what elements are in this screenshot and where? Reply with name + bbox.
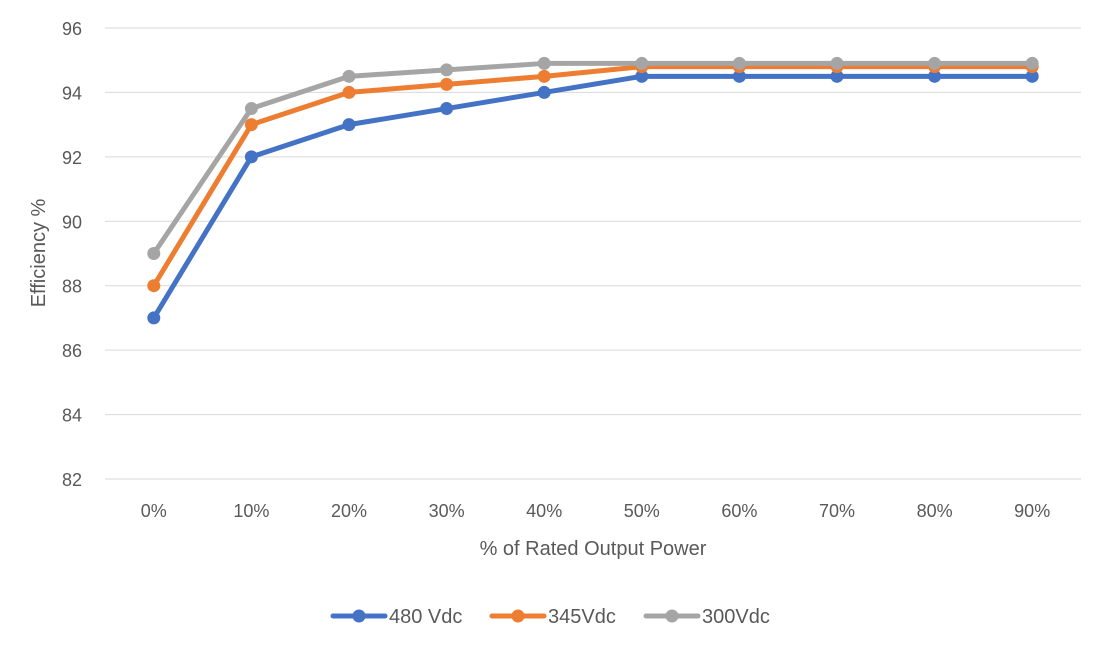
legend-item: 345Vdc	[489, 606, 616, 628]
data-point	[147, 311, 161, 325]
legend-marker	[511, 609, 525, 623]
x-tick-label: 30%	[429, 501, 465, 521]
y-tick-label: 90	[62, 212, 82, 232]
series-line	[151, 64, 1035, 289]
data-point	[342, 69, 356, 83]
x-tick-label: 80%	[917, 501, 953, 521]
data-point	[244, 102, 258, 116]
gridlines	[105, 27, 1081, 480]
legend-label: 345Vdc	[548, 606, 616, 628]
data-point	[635, 69, 649, 83]
legend-marker	[665, 609, 679, 623]
x-tick-label: 60%	[721, 501, 757, 521]
y-axis-title: Efficiency %	[28, 199, 50, 308]
data-point	[830, 69, 844, 83]
y-tick-label: 96	[62, 19, 82, 39]
data-point	[537, 69, 551, 83]
y-tick-label: 82	[62, 470, 82, 490]
x-axis-title: % of Rated Output Power	[480, 538, 707, 560]
x-tick-label: 0%	[141, 501, 167, 521]
data-point	[147, 279, 161, 293]
series-layer	[147, 56, 1039, 325]
y-tick-label: 88	[62, 277, 82, 297]
y-tick-label: 86	[62, 341, 82, 361]
y-tick-label: 94	[62, 83, 82, 103]
data-point	[1025, 69, 1039, 83]
legend-item: 480 Vdc	[330, 606, 462, 628]
data-point	[440, 77, 454, 91]
data-point	[537, 56, 551, 70]
y-axis-ticks: 82 84 86 88 90 92 94 96	[62, 19, 82, 490]
data-point	[147, 247, 161, 260]
data-point	[732, 56, 746, 70]
series-0	[147, 69, 1039, 325]
series-2	[147, 56, 1039, 260]
y-tick-label: 92	[62, 148, 82, 168]
data-point	[244, 150, 258, 164]
x-tick-label: 90%	[1014, 501, 1050, 521]
data-point	[342, 118, 356, 132]
series-line	[151, 73, 1035, 321]
data-point	[1025, 56, 1039, 70]
x-axis-ticks: 0% 10% 20% 30% 40% 50% 60% 70% 80% 90%	[141, 501, 1050, 521]
x-tick-label: 50%	[624, 501, 660, 521]
x-tick-label: 10%	[233, 501, 269, 521]
y-tick-label: 84	[62, 406, 82, 426]
data-point	[635, 56, 649, 70]
data-point	[440, 63, 454, 77]
data-point	[244, 118, 258, 132]
legend: 480 Vdc 345Vdc 300Vdc	[330, 606, 770, 628]
data-point	[537, 85, 551, 99]
legend-item: 300Vdc	[643, 606, 770, 628]
data-point	[342, 85, 356, 99]
x-tick-label: 70%	[819, 501, 855, 521]
x-tick-label: 20%	[331, 501, 367, 521]
data-point	[928, 69, 942, 83]
series-line	[151, 60, 1035, 256]
data-point	[732, 69, 746, 83]
x-tick-label: 40%	[526, 501, 562, 521]
legend-marker	[352, 609, 366, 623]
legend-label: 300Vdc	[702, 606, 770, 628]
data-point	[440, 102, 454, 116]
data-point	[928, 56, 942, 70]
series-1	[147, 60, 1039, 293]
legend-label: 480 Vdc	[389, 606, 462, 628]
data-point	[830, 56, 844, 70]
